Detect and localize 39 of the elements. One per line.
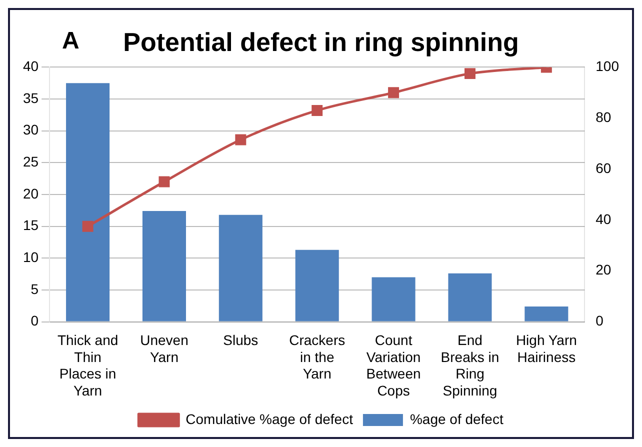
chart-title: Potential defect in ring spinning — [123, 26, 519, 57]
y2-tick-label: 80 — [596, 108, 612, 125]
bar — [448, 273, 492, 322]
y-tick-label: 5 — [30, 280, 39, 297]
point — [235, 134, 246, 146]
y2-tick-label: 60 — [596, 160, 612, 176]
x-tick-label: Count Variation Between Cops — [366, 332, 421, 398]
bar — [295, 250, 339, 322]
y2-tick-label: 20 — [596, 262, 612, 278]
text: A — [62, 28, 80, 55]
x-tick-label: Crackers in the Yarn — [289, 332, 346, 382]
x-tick-label: Slubs — [223, 332, 258, 348]
y-tick-label: 25 — [22, 154, 39, 170]
y-tick-label: 35 — [22, 90, 39, 106]
point — [82, 220, 94, 232]
y2-tick-label: 40 — [596, 210, 612, 227]
y-tick-label: 10 — [22, 249, 39, 266]
y-tick-label: 30 — [22, 122, 39, 138]
x-tick-label: Thick and Thin Places in Yarn — [57, 332, 118, 398]
bar — [218, 214, 262, 322]
y-tick-label: 0 — [30, 312, 39, 329]
y2-tick-label: 100 — [596, 58, 620, 74]
bar — [372, 277, 416, 322]
y-tick-label: 20 — [22, 185, 39, 202]
x-tick-label: Uneven Yarn — [140, 332, 188, 365]
bar — [142, 211, 186, 322]
point — [312, 104, 323, 116]
point — [158, 176, 170, 188]
bar — [524, 306, 568, 322]
y-tick-label: 15 — [22, 217, 39, 234]
legend-label: %age of defect — [410, 410, 504, 427]
y2-tick-label: 0 — [596, 312, 604, 329]
point — [464, 68, 476, 80]
x-tick-label: High Yarn Hairiness — [516, 332, 577, 365]
legend-label: Comulative %age of defect — [186, 410, 354, 427]
x-tick-label: End Breaks in Ring Spinning — [440, 332, 500, 398]
y-tick-label: 40 — [22, 58, 39, 74]
bar — [66, 83, 110, 322]
point — [388, 87, 400, 98]
